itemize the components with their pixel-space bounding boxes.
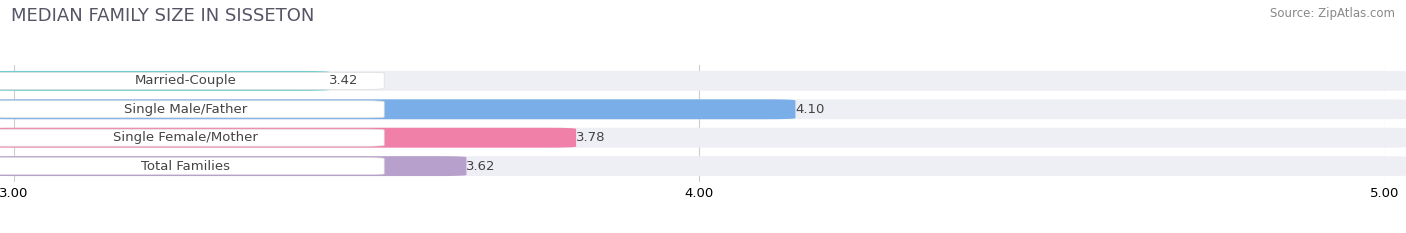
FancyBboxPatch shape [0, 158, 384, 175]
Text: 3.62: 3.62 [467, 160, 496, 173]
Text: Source: ZipAtlas.com: Source: ZipAtlas.com [1270, 7, 1395, 20]
FancyBboxPatch shape [0, 99, 796, 119]
FancyBboxPatch shape [0, 99, 1406, 119]
FancyBboxPatch shape [0, 71, 329, 91]
Text: MEDIAN FAMILY SIZE IN SISSETON: MEDIAN FAMILY SIZE IN SISSETON [11, 7, 315, 25]
Text: Married-Couple: Married-Couple [135, 74, 236, 87]
Text: 3.78: 3.78 [576, 131, 606, 144]
FancyBboxPatch shape [0, 156, 467, 176]
Text: 3.42: 3.42 [329, 74, 359, 87]
FancyBboxPatch shape [0, 71, 1406, 91]
FancyBboxPatch shape [0, 101, 384, 118]
FancyBboxPatch shape [0, 72, 384, 89]
Text: Total Families: Total Families [141, 160, 231, 173]
Text: Single Male/Father: Single Male/Father [124, 103, 247, 116]
FancyBboxPatch shape [0, 156, 1406, 176]
FancyBboxPatch shape [0, 128, 1406, 148]
Text: 4.10: 4.10 [796, 103, 825, 116]
Text: Single Female/Mother: Single Female/Mother [112, 131, 257, 144]
FancyBboxPatch shape [0, 129, 384, 146]
FancyBboxPatch shape [0, 128, 576, 148]
